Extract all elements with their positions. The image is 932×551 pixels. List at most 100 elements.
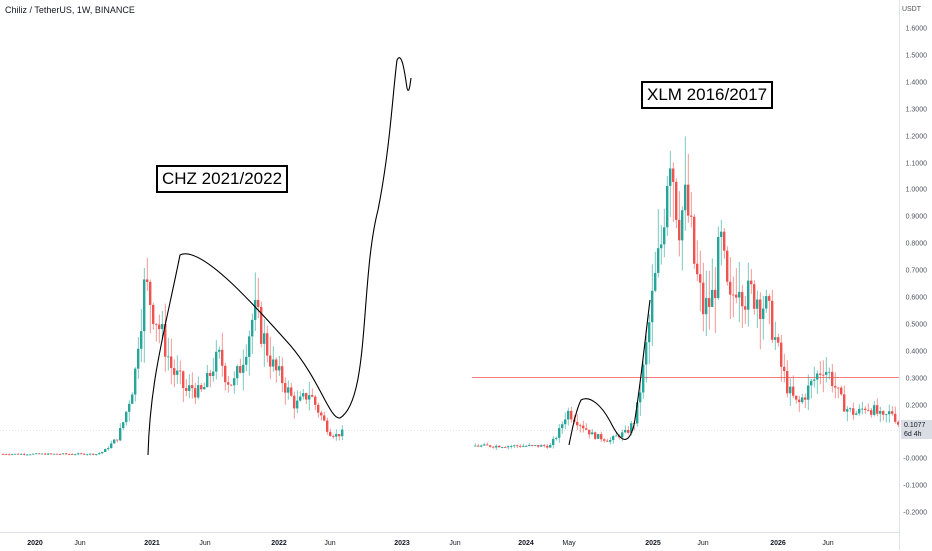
candle-body [92,453,95,455]
candle-body [720,231,723,237]
candle-body [263,333,266,344]
candle-body [86,454,89,456]
candle-body [744,306,747,310]
candle-body [885,414,888,416]
candle-body [104,449,107,453]
candle-body [528,445,531,446]
candle-body [639,392,642,403]
candle-body [77,453,80,455]
candle-body [299,396,302,401]
candle-body [768,296,771,301]
candle-body [266,333,269,356]
candle-body [693,216,696,264]
candle-body [14,453,17,455]
candle-body [813,379,816,381]
candle-body [293,395,296,409]
candle-body [32,453,35,455]
candle-body [609,440,612,442]
candle-body [41,453,44,455]
candle-body [47,453,50,455]
candle-body [876,405,879,414]
candle-body [678,219,681,241]
candle-body [621,432,624,438]
price-tick: -0.2000 [903,509,927,517]
candle-body [200,385,203,390]
candle-body [161,323,164,330]
candle-body [531,445,534,446]
candle-body [131,394,134,404]
candle-body [864,408,867,410]
candle-body [8,454,11,456]
candle-body [206,372,209,388]
candle-body [128,403,131,412]
candle-body [774,337,777,340]
candle-body [861,408,864,410]
last-price-tag: 0.1077 6d 4h [901,420,932,439]
candle-body [107,448,110,450]
candle-body [645,342,648,365]
candle-body [741,291,744,307]
time-tick: 2023 [394,540,410,547]
candle-body [149,281,152,305]
candle-body [591,432,594,435]
candle-body [567,410,570,420]
candle-body [561,424,564,429]
candle-body [281,366,284,384]
candle-body [335,434,338,437]
candle-body [173,368,176,375]
candle-body [203,387,206,390]
candle-body [251,319,254,337]
plot-area[interactable] [0,0,899,532]
price-tick: 0.6000 [905,294,927,302]
time-tick: Jun [199,540,211,547]
candle-body [278,366,281,371]
candle-body [68,454,71,455]
candle-body [137,348,140,369]
price-tick: 1.0000 [905,186,927,194]
candle-body [65,453,68,455]
candle-body [20,453,23,455]
candle-body [612,436,615,441]
candle-body [714,289,717,298]
candle-body [188,385,191,391]
candle-body [735,294,738,298]
candle-body [155,323,158,325]
candle-body [669,168,672,186]
candle-body [236,366,239,379]
candle-body [83,453,86,455]
annotation-chz[interactable]: CHZ 2021/2022 [156,165,289,193]
price-axis[interactable]: USDT 1.6000 1.5000 1.4000 1.3000 1.2000 1.100… [899,0,932,550]
candle-body [783,366,786,372]
candle-body [480,445,483,447]
candle-body [756,299,759,309]
candle-body [308,395,311,400]
price-tick: 0.7000 [905,267,927,275]
candle-body [510,446,513,447]
candle-body [651,290,654,323]
annotation-xlm[interactable]: XLM 2016/2017 [641,81,774,109]
candle-body [53,453,56,455]
candle-body [11,454,14,455]
candles [2,136,899,456]
time-axis[interactable]: 2020 Jun 2021 Jun 2022 Jun 2023 Jun 2024 May 2025 J… [0,532,899,551]
candle-body [143,279,146,332]
candle-body [320,412,323,416]
time-tick: 2024 [518,540,534,547]
price-tick: 0.5000 [905,321,927,329]
candle-body [654,272,657,291]
candle-body [513,445,516,447]
candle-body [525,445,528,447]
candle-body [116,439,119,441]
candle-body [771,300,774,340]
time-tick: Jun [449,540,461,547]
candle-body [711,289,714,307]
candle-body [708,298,711,307]
candle-body [798,399,801,403]
candle-body [579,425,582,427]
candle-body [519,446,522,447]
candle-body [666,185,669,228]
candle-body [801,397,804,403]
time-tick: 2021 [144,540,160,547]
candle-body [29,454,32,456]
